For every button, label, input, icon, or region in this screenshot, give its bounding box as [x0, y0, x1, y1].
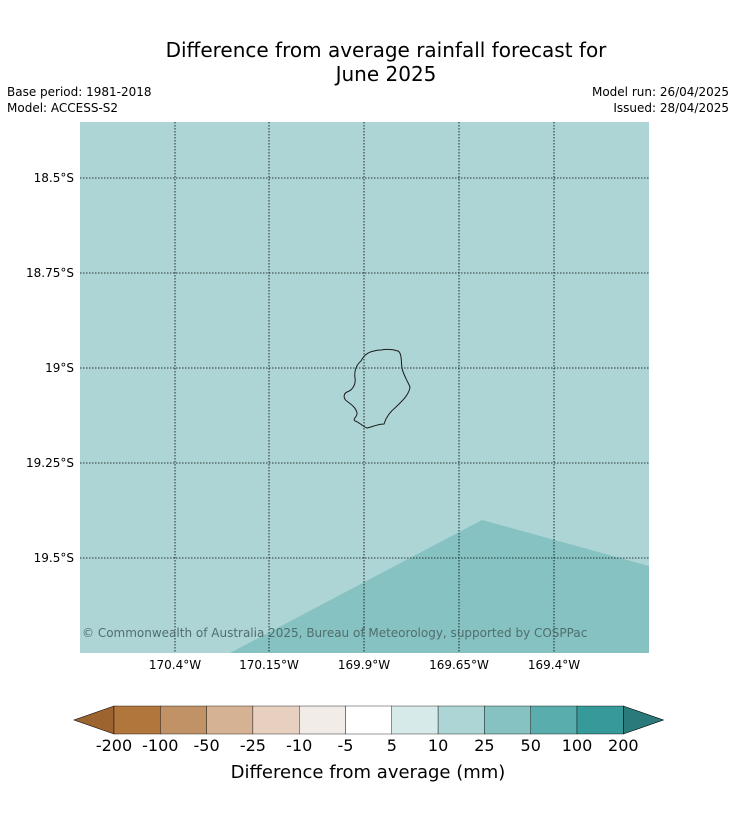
colorbar-cell-3 [206, 705, 254, 735]
colorbar-tick-label: -50 [193, 736, 220, 755]
colorbar-extend-low [73, 705, 115, 735]
title-line-2: June 2025 [335, 62, 437, 86]
map-area [80, 122, 649, 653]
colorbar-cell-8 [437, 705, 485, 735]
title-line-1: Difference from average rainfall forecas… [165, 38, 607, 62]
lon-label-169-65: 169.65°W [429, 658, 489, 672]
model-name: Model: ACCESS-S2 [7, 101, 119, 115]
colorbar-extend-high [622, 705, 664, 735]
colorbar-tick-label: -100 [142, 736, 179, 755]
colorbar-tick-label: -200 [95, 736, 133, 755]
colorbar-tick-label: -25 [239, 736, 266, 755]
colorbar-tick-label: 200 [608, 736, 639, 755]
lon-label-169-9: 169.9°W [337, 658, 391, 672]
colorbar-cell-4 [252, 705, 300, 735]
colorbar-title: Difference from average (mm) [230, 762, 506, 783]
colorbar-tick-label: 10 [427, 736, 449, 755]
island-coastline [343, 348, 411, 429]
lat-label-18-75: 18.75°S [26, 266, 74, 280]
model-run: Model run: 26/04/2025 [591, 85, 729, 99]
lon-label-170-4: 170.4°W [148, 658, 202, 672]
colorbar-cell-6 [345, 705, 392, 735]
graticule [80, 122, 649, 653]
colorbar-cell-2 [160, 705, 207, 735]
colorbar-cell-7 [391, 705, 439, 735]
base-period: Base period: 1981-2018 [7, 85, 152, 99]
rainfall-zone-25-50 [230, 520, 649, 653]
lon-label-170-15: 170.15°W [239, 658, 299, 672]
lat-label-19: 19°S [45, 361, 74, 375]
colorbar-tick-label: -10 [286, 736, 313, 755]
map-svg [80, 122, 649, 653]
colorbar-tick-label: 50 [520, 736, 541, 755]
colorbar-tick-label: 100 [561, 736, 593, 755]
colorbar-tick-label: 25 [474, 736, 495, 755]
lat-label-19-25: 19.25°S [26, 456, 74, 470]
colorbar-cell-11 [576, 705, 624, 735]
colorbar-cell-10 [530, 705, 578, 735]
meta-right: Model run: 26/04/2025 Issued: 28/04/2025 [592, 84, 729, 116]
lat-label-19-5: 19.5°S [33, 551, 74, 565]
copyright-notice: © Commonwealth of Australia 2025, Bureau… [82, 626, 588, 640]
colorbar-tick-label: -5 [337, 736, 354, 755]
colorbar-cell-1 [113, 705, 161, 735]
issued-date: Issued: 28/04/2025 [613, 101, 729, 115]
colorbar-cell-5 [298, 705, 346, 735]
colorbar-cell-9 [484, 705, 531, 735]
meta-left: Base period: 1981-2018 Model: ACCESS-S2 [7, 84, 152, 116]
lat-label-18-5: 18.5°S [33, 171, 74, 185]
map-title: Difference from average rainfall forecas… [0, 38, 736, 86]
colorbar [73, 705, 664, 735]
colorbar-tick-label: 5 [386, 736, 397, 755]
lon-label-169-4: 169.4°W [527, 658, 581, 672]
